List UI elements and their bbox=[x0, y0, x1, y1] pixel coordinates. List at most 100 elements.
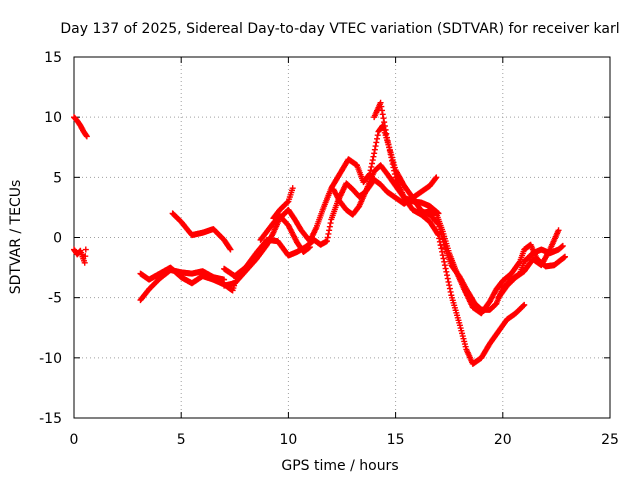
data-point bbox=[374, 135, 381, 142]
data-point bbox=[386, 144, 393, 151]
data-point bbox=[373, 139, 380, 146]
data-point bbox=[444, 275, 451, 282]
data-point bbox=[382, 126, 389, 133]
y-tick-label: 5 bbox=[53, 170, 62, 186]
data-point bbox=[323, 238, 330, 245]
data-point bbox=[443, 268, 450, 275]
data-point bbox=[434, 230, 441, 237]
data-point bbox=[436, 235, 443, 242]
data-point bbox=[381, 119, 388, 126]
data-point bbox=[561, 253, 568, 260]
data-point bbox=[366, 171, 373, 178]
data-point bbox=[372, 143, 379, 150]
data-point bbox=[433, 174, 440, 181]
series-sat-l bbox=[418, 208, 568, 317]
series-sat-j bbox=[330, 174, 440, 218]
x-tick-label: 5 bbox=[177, 432, 186, 448]
data-point bbox=[387, 151, 394, 158]
data-point bbox=[374, 132, 381, 139]
data-point bbox=[324, 234, 331, 241]
data-point bbox=[391, 171, 398, 178]
data-point bbox=[435, 232, 442, 239]
data-point bbox=[516, 259, 523, 266]
data-point bbox=[370, 153, 377, 160]
data-point bbox=[368, 163, 375, 170]
data-point bbox=[327, 220, 334, 227]
data-point bbox=[437, 242, 444, 249]
data-point bbox=[377, 99, 384, 106]
series-sat-b bbox=[71, 246, 89, 266]
data-point bbox=[383, 130, 390, 137]
y-tick-label: 15 bbox=[44, 50, 62, 66]
data-point bbox=[366, 170, 373, 177]
data-point bbox=[521, 301, 528, 308]
y-tick-label: -10 bbox=[39, 351, 62, 367]
data-point bbox=[82, 246, 89, 253]
data-point bbox=[446, 282, 453, 289]
data-point bbox=[386, 147, 393, 154]
data-point bbox=[378, 103, 385, 110]
data-point bbox=[438, 245, 445, 252]
y-tick-label: -5 bbox=[48, 291, 62, 307]
data-point bbox=[432, 175, 439, 182]
data-point bbox=[369, 160, 376, 167]
y-tick-label: 10 bbox=[44, 110, 62, 126]
data-point bbox=[441, 258, 448, 265]
data-point bbox=[379, 107, 386, 114]
data-point bbox=[520, 302, 527, 309]
x-axis-label: GPS time / hours bbox=[281, 458, 398, 474]
data-point bbox=[446, 285, 453, 292]
series-sat-a bbox=[71, 114, 90, 140]
data-point bbox=[379, 111, 386, 118]
series-sat-k bbox=[371, 99, 528, 367]
x-tick-label: 20 bbox=[494, 432, 512, 448]
ticks-layer: 0 5 10 15 20 25 -15 -10 -5 0 5 10 15 bbox=[39, 50, 619, 448]
data-point bbox=[442, 265, 449, 272]
data-point bbox=[384, 134, 391, 141]
data-point bbox=[369, 157, 376, 164]
series-sat-e bbox=[169, 210, 234, 253]
x-tick-label: 10 bbox=[279, 432, 297, 448]
series-sat-m bbox=[495, 227, 562, 301]
data-point bbox=[380, 115, 387, 122]
data-point bbox=[447, 288, 454, 295]
data-point bbox=[389, 157, 396, 164]
data-point bbox=[389, 161, 396, 168]
data-point bbox=[82, 253, 89, 260]
series-sat-d bbox=[137, 264, 240, 294]
data-point bbox=[439, 248, 446, 255]
data-point bbox=[226, 245, 233, 252]
data-point bbox=[81, 259, 88, 266]
data-point bbox=[326, 227, 333, 234]
data-point bbox=[289, 185, 296, 192]
data-point bbox=[390, 164, 397, 171]
chart-title: Day 137 of 2025, Sidereal Day-to-day VTE… bbox=[60, 21, 619, 37]
data-point bbox=[326, 223, 333, 230]
data-point bbox=[445, 278, 452, 285]
data-point bbox=[385, 141, 392, 148]
y-axis-label: SDTVAR / TECUs bbox=[8, 180, 24, 295]
data-point bbox=[436, 238, 443, 245]
data-point bbox=[367, 167, 374, 174]
data-point bbox=[371, 146, 378, 153]
data-point bbox=[440, 255, 447, 262]
data-point bbox=[439, 252, 446, 259]
data-point bbox=[227, 246, 234, 253]
data-point bbox=[441, 262, 448, 269]
y-tick-label: 0 bbox=[53, 231, 62, 247]
data-point bbox=[388, 154, 395, 161]
x-tick-label: 15 bbox=[387, 432, 405, 448]
x-tick-label: 0 bbox=[70, 432, 79, 448]
series-sat-i bbox=[270, 185, 296, 222]
data-point bbox=[555, 227, 562, 234]
data-point bbox=[391, 167, 398, 174]
data-point bbox=[559, 242, 566, 249]
grid-layer bbox=[74, 57, 610, 418]
data-point bbox=[83, 133, 90, 140]
data-point bbox=[325, 230, 332, 237]
data-point bbox=[444, 272, 451, 279]
y-tick-label: -15 bbox=[39, 411, 62, 427]
data-point bbox=[381, 122, 388, 129]
data-layer bbox=[71, 99, 568, 367]
